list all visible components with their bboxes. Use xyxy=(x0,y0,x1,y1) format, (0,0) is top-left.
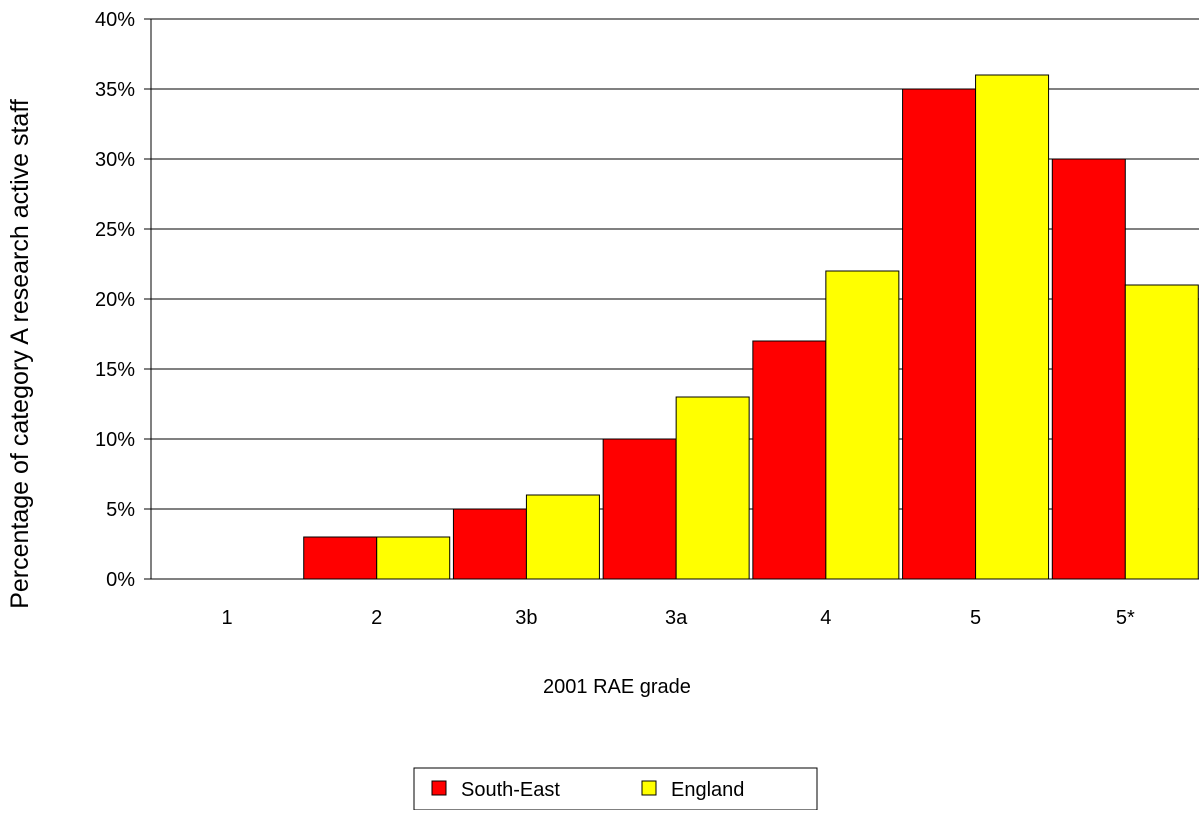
x-tick-label: 2 xyxy=(371,607,382,629)
bar xyxy=(525,494,600,580)
bar xyxy=(303,536,378,580)
legend-label: England xyxy=(671,779,744,801)
legend-label: South-East xyxy=(461,779,560,801)
legend: South-East England xyxy=(413,767,818,811)
bar xyxy=(602,438,677,580)
y-tick-label: 25% xyxy=(95,219,135,241)
x-tick-label: 3a xyxy=(665,607,688,629)
bar xyxy=(1124,284,1199,580)
x-tick-labels: 1 2 3b 3a 4 5 5* xyxy=(221,607,1135,629)
legend-box xyxy=(413,767,818,811)
axes xyxy=(150,19,1199,580)
bar xyxy=(825,270,900,580)
y-tick-label: 40% xyxy=(95,9,135,31)
bar xyxy=(452,508,527,580)
x-axis-label: 2001 RAE grade xyxy=(543,676,691,698)
x-tick-label: 1 xyxy=(221,607,232,629)
bar xyxy=(902,88,977,580)
bar xyxy=(675,396,750,580)
y-tick-label: 10% xyxy=(95,429,135,451)
y-tick-label: 30% xyxy=(95,149,135,171)
bar xyxy=(752,340,827,580)
y-tick-label: 35% xyxy=(95,79,135,101)
y-tick-label: 5% xyxy=(106,499,135,521)
bar xyxy=(975,74,1050,580)
y-tick-label: 20% xyxy=(95,289,135,311)
x-tick-label: 5 xyxy=(970,607,981,629)
y-axis-label: Percentage of category A research active… xyxy=(6,99,34,609)
legend-swatch xyxy=(641,780,657,796)
y-tick-label: 15% xyxy=(95,359,135,381)
bar xyxy=(376,536,451,580)
x-tick-label: 3b xyxy=(515,607,537,629)
x-tick-label: 5* xyxy=(1116,607,1135,629)
x-tick-label: 4 xyxy=(820,607,831,629)
legend-swatch xyxy=(431,780,447,796)
bar xyxy=(1051,158,1126,580)
bars xyxy=(303,74,1199,580)
y-tick-labels: 0% 5% 10% 15% 20% 25% 30% 35% 40% xyxy=(95,9,135,591)
y-tick-label: 0% xyxy=(106,569,135,591)
